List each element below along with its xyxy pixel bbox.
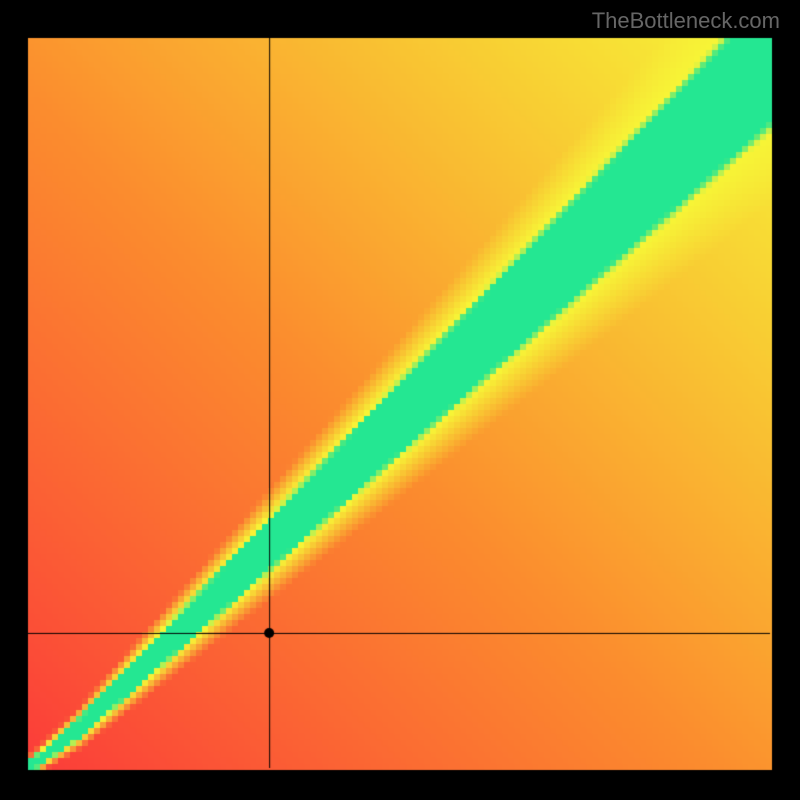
watermark: TheBottleneck.com	[592, 8, 780, 34]
chart-container: TheBottleneck.com	[0, 0, 800, 800]
heatmap-canvas	[0, 0, 800, 800]
